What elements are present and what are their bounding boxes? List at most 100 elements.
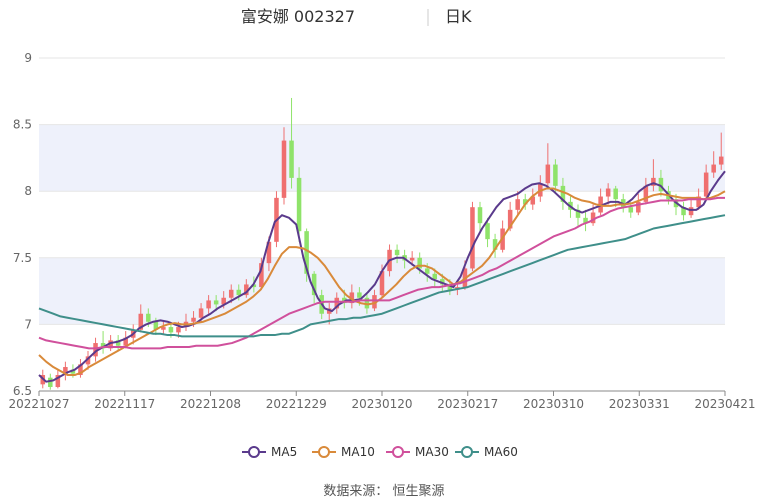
y-tick-label: 9 — [24, 51, 32, 65]
candle-body — [48, 377, 53, 388]
candle-body — [281, 140, 287, 198]
candle-body — [507, 209, 513, 229]
candle-body — [70, 369, 76, 374]
legend: MA5 MA10 MA30 MA60 — [242, 445, 518, 459]
candle-body — [304, 231, 309, 274]
candle-body — [681, 207, 686, 216]
candle-body — [409, 257, 415, 261]
candle-body — [605, 188, 611, 197]
x-tick-label: 20221208 — [180, 397, 241, 411]
candle-body — [191, 317, 196, 322]
series-line-ma10 — [38, 187, 726, 377]
candle-body — [161, 327, 166, 330]
legend-item-ma5[interactable]: MA5 — [242, 445, 297, 459]
candle-body — [688, 207, 694, 216]
y-tick-label: 8 — [24, 184, 32, 198]
legend-label: MA10 — [341, 445, 375, 459]
candle-body — [206, 300, 211, 309]
legend-item-ma30[interactable]: MA30 — [386, 445, 449, 459]
candle-body — [176, 327, 181, 333]
x-tick-label: 20221027 — [8, 397, 69, 411]
legend-marker — [461, 446, 473, 458]
candle-body — [153, 321, 159, 330]
y-tick-label: 7.5 — [13, 251, 32, 265]
candle-body — [266, 241, 272, 264]
candle-body — [85, 356, 91, 365]
candle-body — [440, 279, 445, 285]
candle-body — [168, 327, 174, 333]
series-line-ma60 — [38, 214, 726, 338]
candle-body — [711, 164, 716, 173]
candle-body — [259, 263, 264, 288]
chart-title: 富安娜 002327 — [241, 7, 355, 26]
x-tick-label: 20230421 — [694, 397, 755, 411]
candle-body — [93, 343, 98, 357]
candle-body — [470, 207, 475, 269]
data-source: 数据来源： 恒生聚源 — [323, 484, 444, 499]
legend-item-ma60[interactable]: MA60 — [455, 445, 518, 459]
candle-body — [628, 207, 634, 213]
candle-body — [244, 284, 249, 296]
candle-body — [357, 292, 362, 298]
candle-body — [221, 297, 226, 305]
candle-body — [583, 217, 588, 224]
legend-marker — [392, 446, 404, 458]
candle-body — [643, 185, 649, 202]
candle-body — [613, 188, 618, 200]
x-tick-label: 20230217 — [437, 397, 498, 411]
candle-body — [447, 284, 453, 290]
candle-body — [311, 273, 317, 296]
candle-body — [492, 239, 498, 250]
x-tick-label: 20221229 — [266, 397, 327, 411]
legend-marker — [318, 446, 330, 458]
candle-body — [432, 273, 438, 280]
candle-body — [138, 313, 144, 330]
candle-body — [651, 177, 656, 186]
candle-body — [636, 201, 641, 213]
candle-body — [703, 172, 709, 197]
legend-marker — [248, 446, 260, 458]
candle-body — [372, 295, 377, 309]
candle-body — [108, 340, 113, 349]
candle-body — [123, 337, 128, 346]
candle-body — [590, 212, 596, 224]
series-line-ma30 — [38, 196, 725, 350]
y-tick-label: 6.5 — [13, 384, 32, 398]
candle-body — [364, 297, 370, 309]
candle-body — [553, 164, 558, 186]
candle-body — [63, 367, 68, 376]
candle-body — [100, 343, 106, 349]
legend-label: MA5 — [271, 445, 297, 459]
candle-body — [417, 257, 422, 269]
candle-body — [198, 308, 204, 318]
grid-band — [39, 124, 725, 192]
candle-body — [115, 340, 121, 346]
candle-body — [485, 223, 490, 240]
candle-body — [334, 297, 340, 309]
candle-body — [718, 156, 724, 165]
x-tick-label: 20221117 — [94, 397, 155, 411]
candle-body — [575, 209, 581, 218]
candle-body — [228, 289, 234, 298]
chart-subtitle: 日K — [445, 7, 472, 26]
plot-area: 6.5 7 7.5 8 8.5 9 20221027 20221117 20221208 2022… — [8, 51, 755, 411]
x-tick-label: 20230331 — [609, 397, 670, 411]
candle-body — [522, 199, 528, 205]
candle-body — [394, 249, 400, 256]
candle-body — [296, 177, 302, 232]
candle-body — [658, 177, 664, 192]
candle-body — [78, 364, 83, 376]
candle-body — [349, 292, 355, 304]
series-line-ma5 — [38, 170, 726, 383]
x-tick-label: 20230310 — [523, 397, 584, 411]
y-tick-label: 8.5 — [13, 118, 32, 132]
candle-body — [213, 300, 219, 305]
candle-body — [55, 375, 61, 388]
candle-body — [545, 164, 551, 184]
candle-body — [251, 284, 257, 288]
legend-item-ma10[interactable]: MA10 — [312, 445, 375, 459]
x-tick-label: 20230120 — [351, 397, 412, 411]
legend-label: MA30 — [415, 445, 449, 459]
candle-body — [477, 207, 483, 224]
